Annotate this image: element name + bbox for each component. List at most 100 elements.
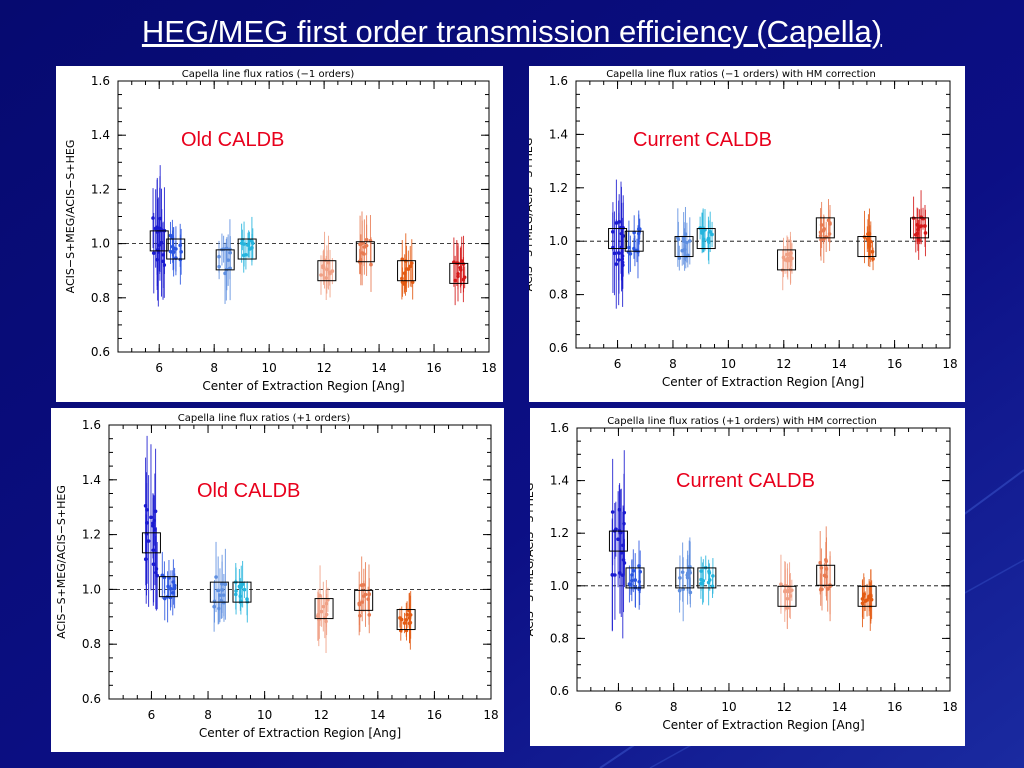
- data-point: [677, 256, 682, 260]
- group-mean-box: [158, 576, 178, 598]
- y-tick-label: 0.6: [91, 345, 110, 359]
- x-tick-label: 14: [371, 361, 386, 375]
- data-point: [171, 580, 176, 584]
- chart-title: Capella line flux ratios (−1 orders): [182, 69, 355, 80]
- data-point: [364, 237, 369, 242]
- group-mean-box: [910, 217, 930, 239]
- data-point: [319, 273, 323, 277]
- group-mean-box: [608, 228, 628, 250]
- chart-panel-minus1-current: Capella line flux ratios (−1 orders) wit…: [529, 66, 965, 402]
- chart-minus1-old: Capella line flux ratios (−1 orders) 0.6 0…: [64, 69, 497, 393]
- group-mean-box: [857, 585, 877, 607]
- data-point: [700, 229, 704, 233]
- data-point: [218, 593, 222, 598]
- data-point: [174, 247, 178, 251]
- data-point: [458, 265, 463, 270]
- data-point: [621, 234, 626, 238]
- data-point: [865, 598, 869, 602]
- y-tick-label: 1.4: [549, 127, 568, 141]
- data-point: [632, 246, 636, 251]
- y-tick-label: 1.2: [91, 182, 110, 196]
- data-point: [404, 267, 409, 271]
- y-tick-label: 1.0: [91, 237, 110, 251]
- x-tick-label: 14: [832, 357, 847, 371]
- data-point: [616, 537, 620, 542]
- data-point: [680, 248, 685, 253]
- data-point: [402, 621, 407, 625]
- data-point: [170, 591, 175, 595]
- data-point: [366, 597, 370, 601]
- data-point: [240, 582, 245, 587]
- x-tick-label: 14: [370, 708, 385, 722]
- data-point: [360, 241, 364, 246]
- data-point: [153, 527, 157, 532]
- group-mean-box: [314, 598, 334, 620]
- data-point: [610, 510, 615, 514]
- x-tick-label: 10: [721, 357, 736, 371]
- x-tick-label: 18: [942, 357, 957, 371]
- chart-minus1-current: Capella line flux ratios (−1 orders) wit…: [529, 69, 958, 389]
- chart-plus1-current: Capella line flux ratios (+1 orders) wit…: [530, 416, 958, 732]
- data-point: [405, 612, 409, 617]
- data-point: [149, 515, 153, 520]
- x-tick-label: 10: [721, 700, 736, 714]
- group-mean-box: [777, 249, 797, 271]
- data-point: [151, 524, 155, 528]
- data-point: [822, 573, 827, 578]
- data-point: [145, 508, 149, 512]
- data-point: [629, 582, 633, 587]
- y-tick-label: 0.6: [550, 684, 569, 698]
- data-point: [612, 251, 617, 256]
- data-point: [687, 568, 692, 573]
- data-point: [362, 252, 366, 256]
- x-tick-label: 18: [942, 700, 957, 714]
- caldb-annotation: Old CALDB: [197, 480, 301, 502]
- data-point: [699, 569, 703, 573]
- data-point: [636, 227, 641, 231]
- x-axis-label: Center of Extraction Region [Ang]: [662, 718, 864, 732]
- data-point: [826, 218, 831, 223]
- y-tick-label: 1.2: [82, 528, 101, 542]
- x-axis-label: Center of Extraction Region [Ang]: [202, 379, 404, 393]
- chart-title: Capella line flux ratios (−1 orders) wit…: [606, 69, 876, 80]
- x-tick-label: 8: [670, 700, 678, 714]
- data-point: [822, 227, 826, 231]
- data-point: [785, 256, 790, 261]
- data-point: [617, 507, 622, 512]
- data-point: [223, 271, 227, 276]
- data-point: [620, 260, 625, 265]
- group-mean-box: [697, 567, 717, 589]
- data-point: [617, 251, 621, 256]
- data-point: [409, 261, 414, 265]
- data-point: [860, 597, 865, 601]
- x-tick-label: 16: [887, 357, 902, 371]
- data-point: [225, 246, 229, 251]
- x-tick-label: 14: [832, 700, 847, 714]
- data-point: [676, 237, 681, 242]
- data-point: [677, 588, 682, 593]
- data-point: [685, 240, 689, 245]
- chart-title: Capella line flux ratios (+1 orders) wit…: [607, 416, 877, 427]
- group-mean-box: [215, 249, 235, 271]
- data-point: [614, 221, 619, 225]
- caldb-annotation: Current CALDB: [676, 470, 815, 492]
- data-point: [621, 558, 626, 562]
- data-point: [168, 249, 173, 254]
- data-point: [818, 560, 823, 565]
- data-point: [250, 245, 254, 250]
- data-point: [328, 271, 332, 276]
- data-point: [790, 256, 794, 261]
- x-tick-label: 12: [776, 357, 791, 371]
- group-mean-box: [149, 230, 169, 252]
- data-point: [244, 252, 248, 257]
- data-point: [233, 592, 238, 597]
- group-mean-box: [608, 530, 628, 552]
- x-tick-label: 10: [257, 708, 272, 722]
- y-tick-label: 0.8: [549, 288, 568, 302]
- data-point: [321, 265, 326, 270]
- data-point: [870, 249, 875, 254]
- data-point: [828, 221, 832, 225]
- data-point: [688, 239, 692, 243]
- x-tick-label: 12: [777, 700, 792, 714]
- group-mean-box: [674, 236, 694, 258]
